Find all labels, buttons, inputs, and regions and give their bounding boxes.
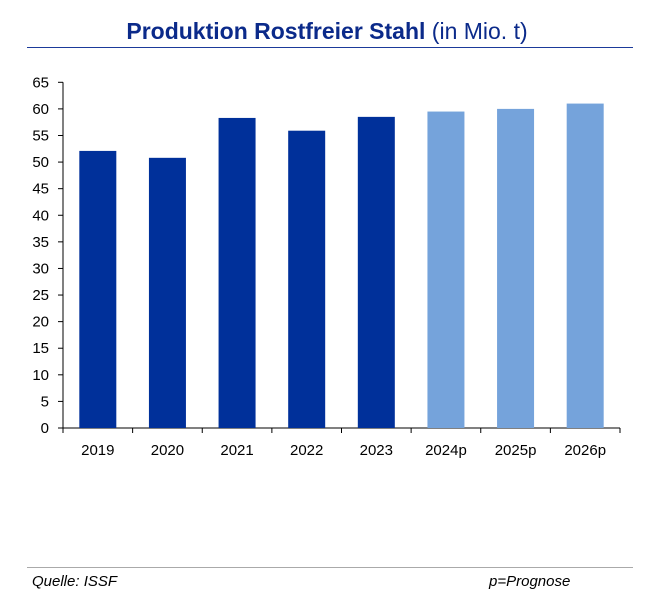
y-tick-label: 55 (32, 127, 49, 144)
x-tick-label: 2020 (151, 442, 184, 459)
footer-rule (27, 567, 633, 568)
forecast-note: p=Prognose (489, 573, 571, 590)
y-tick-label: 15 (32, 340, 49, 357)
bar-2025p (497, 108, 535, 429)
x-tick-label: 2021 (220, 442, 253, 459)
bar-2020 (148, 157, 186, 429)
x-tick-label: 2024p (425, 442, 467, 459)
y-tick-label: 35 (32, 234, 49, 251)
bar-2026p (566, 103, 604, 428)
bar-2023 (357, 116, 395, 429)
y-tick-label: 30 (32, 260, 49, 277)
source-note: Quelle: ISSF (32, 573, 118, 590)
x-tick-label: 2019 (81, 442, 114, 459)
y-tick-label: 40 (32, 207, 49, 224)
y-tick-label: 5 (41, 393, 49, 410)
bar-2024p (427, 111, 465, 428)
y-tick-label: 65 (32, 74, 49, 91)
y-tick-label: 10 (32, 367, 49, 384)
y-tick-label: 25 (32, 287, 49, 304)
title-rule (27, 47, 633, 48)
bar-2021 (218, 117, 256, 429)
x-tick-label: 2023 (360, 442, 393, 459)
y-tick-label: 60 (32, 101, 49, 118)
bar-2022 (288, 130, 326, 428)
chart-title: Produktion Rostfreier Stahl (in Mio. t) (126, 18, 528, 44)
y-tick-label: 45 (32, 181, 49, 198)
x-tick-label: 2025p (495, 442, 537, 459)
y-tick-label: 50 (32, 154, 49, 171)
y-tick-label: 20 (32, 314, 49, 331)
x-tick-label: 2022 (290, 442, 323, 459)
y-tick-label: 0 (41, 420, 49, 437)
bar-2019 (79, 150, 117, 429)
x-tick-label: 2026p (564, 442, 606, 459)
